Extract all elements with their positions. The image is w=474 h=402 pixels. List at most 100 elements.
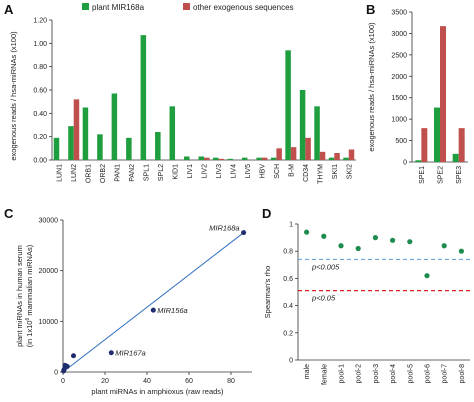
point-label: MIR156a [157,306,187,315]
x-tick-label: 80 [227,378,235,385]
y-tick-label: 0 [54,370,58,377]
x-tick-label: SKI2 [346,164,353,179]
panel-d-scatter-chart: 0 0.2 0.4 0.6 0.8 1 p<0.005 p<0.05 male female poo… [263,222,470,385]
bar-plant-mir168a [82,107,89,160]
y-axis-title: exogenous reads / hsa-miRNAs (x100) [367,22,376,152]
y-tick-label: 1 [289,222,293,229]
y-tick-label: 0.40 [33,111,47,118]
scatter-point [241,230,247,236]
y-tick-label: 1.00 [33,41,47,48]
y-tick-label: 0.2 [283,330,293,337]
x-tick-label: SKI1 [332,164,339,179]
bar-other-exogenous [440,26,446,163]
y-axis-title-line1: plant miRNAs in human serum [15,245,24,347]
threshold-label-p005: p<0.005 [311,262,340,271]
rho-point [355,245,361,252]
regression-line [62,232,244,373]
x-tick-label: pool-6 [425,364,432,384]
panel-letter-a: A [4,2,14,17]
x-tick-label: 0 [61,378,65,385]
x-tick-label: PAN2 [129,164,136,182]
rho-point [458,248,464,254]
bar-other-exogenous [458,128,465,162]
x-tick-label: pool-4 [390,364,397,384]
bar-plant-mir168a [434,107,440,162]
x-tick-label: CD34 [303,164,310,182]
x-tick-label: SPE3 [456,166,463,184]
rho-point [407,239,413,245]
y-tick-label: 3000 [391,31,407,38]
x-tick-label: THYM [317,164,324,184]
x-tick-label: pool-2 [356,364,363,384]
x-tick-label: PAN1 [115,164,122,182]
y-tick-label: 2000 [391,74,407,81]
rho-point [338,243,344,249]
legend-swatch-other-exogenous [183,3,190,10]
bar-plant-mir168a [53,137,60,160]
bar-plant-mir168a [198,156,204,160]
x-tick-label: SPL2 [158,164,165,181]
legend-swatch-plant-mir168a [82,3,89,10]
x-tick-label: 20 [101,378,109,385]
point-label: MIR167a [115,349,145,358]
bar-plant-mir168a [314,106,320,160]
bar-plant-mir168a [241,157,248,160]
x-tick-label: B-M [288,164,295,177]
bar-plant-mir168a [184,156,190,160]
y-tick-label: 3500 [391,10,407,17]
y-tick-label: 10000 [39,319,59,326]
x-tick-label: LIV1 [187,164,194,179]
rho-point [321,233,327,239]
y-tick-label: 1.20 [33,18,47,25]
x-axis-title: plant miRNAs in amphioxus (raw reads) [91,387,224,396]
rho-point [441,243,447,249]
x-tick-label: 60 [185,378,193,385]
bar-plant-mir168a [343,157,349,160]
bar-plant-mir168a [285,50,291,161]
rho-point [304,229,310,235]
y-tick-label: 20000 [39,268,59,275]
bar-other-exogenous [319,151,326,160]
bar-other-exogenous [261,157,268,160]
x-tick-label: pool-1 [339,364,346,384]
bar-other-exogenous [204,157,210,160]
rho-point [390,237,396,243]
y-tick-label: 0.20 [33,134,47,141]
point-label: MIR168a [209,224,239,233]
bar-plant-mir168a [452,153,459,162]
y-tick-label: 0 [289,358,293,365]
y-axis-title: exogenous reads / hsa-miRNAs (x100) [9,31,18,161]
x-tick-label: pool-5 [407,364,414,384]
scatter-point [108,350,114,356]
x-tick-label: SCH [274,164,281,179]
bar-plant-mir168a [126,137,132,160]
x-tick-label: LIV3 [216,164,223,179]
x-tick-label: pool-8 [459,364,466,384]
x-tick-label: LIV2 [202,164,209,179]
bar-other-exogenous [73,99,80,160]
x-tick-label: SPE2 [438,166,445,184]
x-tick-label: pool-7 [442,364,449,384]
x-tick-label: ORB2 [100,164,107,183]
bar-other-exogenous [348,149,355,160]
x-tick-label: LIV4 [230,164,237,179]
rho-point [372,235,378,241]
panel-letter-b: B [366,2,375,17]
y-tick-label: 0.80 [33,64,47,71]
bar-plant-mir168a [415,160,422,162]
y-axis-title: Spearman's rho [263,266,272,319]
y-tick-label: 0.60 [33,88,47,95]
bar-plant-mir168a [270,157,277,160]
scatter-point [150,307,156,313]
y-tick-label: 1500 [391,95,407,102]
y-tick-label: 0 [403,160,407,167]
bar-other-exogenous [290,147,297,160]
x-tick-label: LUN1 [57,164,64,182]
panel-c-scatter-chart: 0 10000 20000 30000 0 20 40 60 80 MIR168a MIR156a M… [15,218,252,396]
y-tick-label: 0.8 [283,249,293,256]
bar-plant-mir168a [299,90,306,160]
scatter-point [61,368,67,374]
threshold-label-p05: p<0.05 [311,294,336,303]
